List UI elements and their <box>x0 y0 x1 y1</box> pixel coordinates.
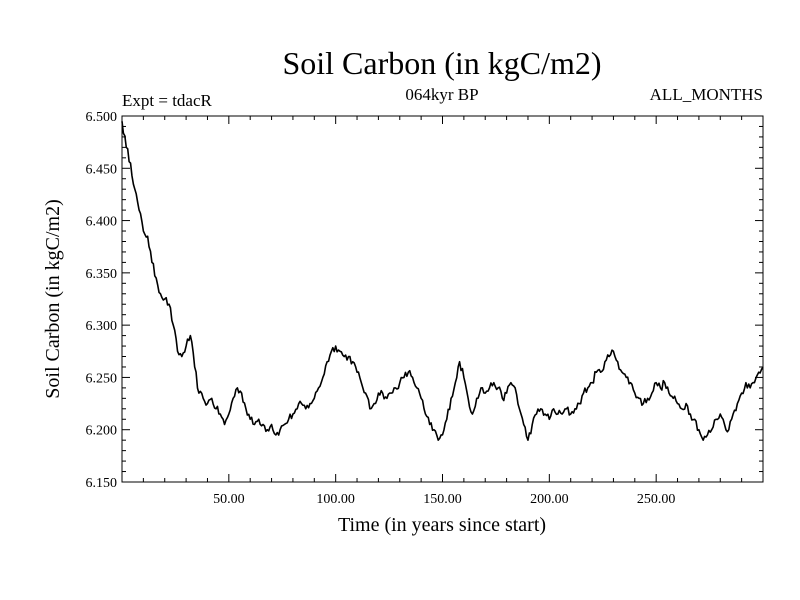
series-line <box>121 121 764 441</box>
x-tick-label: 200.00 <box>530 492 569 507</box>
x-tick-label: 250.00 <box>637 492 676 507</box>
y-tick-label: 6.200 <box>86 424 118 439</box>
y-tick-label: 6.400 <box>86 215 118 230</box>
series-layer <box>121 121 764 441</box>
experiment-label: Expt = tdacR <box>122 91 213 110</box>
axis-ticks: 6.150 6.200 6.250 6.300 6.350 6.400 6.450 6.500… <box>86 110 763 507</box>
months-label: ALL_MONTHS <box>650 85 763 104</box>
chart-title: Soil Carbon (in kgC/m2) <box>282 45 601 81</box>
y-tick-label: 6.150 <box>86 476 118 491</box>
x-tick-label: 150.00 <box>423 492 462 507</box>
x-axis-label: Time (in years since start) <box>338 514 546 536</box>
y-tick-label: 6.300 <box>86 319 118 334</box>
x-tick-label: 50.00 <box>213 492 245 507</box>
y-tick-label: 6.350 <box>86 267 118 282</box>
y-axis-label: Soil Carbon (in kgC/m2) <box>42 199 64 398</box>
x-tick-label: 100.00 <box>316 492 355 507</box>
plot-frame <box>121 115 764 483</box>
chart-subtitle: 064kyr BP <box>405 85 478 104</box>
y-tick-label: 6.250 <box>86 371 118 386</box>
y-tick-label: 6.500 <box>86 110 118 125</box>
y-tick-label: 6.450 <box>86 162 118 177</box>
